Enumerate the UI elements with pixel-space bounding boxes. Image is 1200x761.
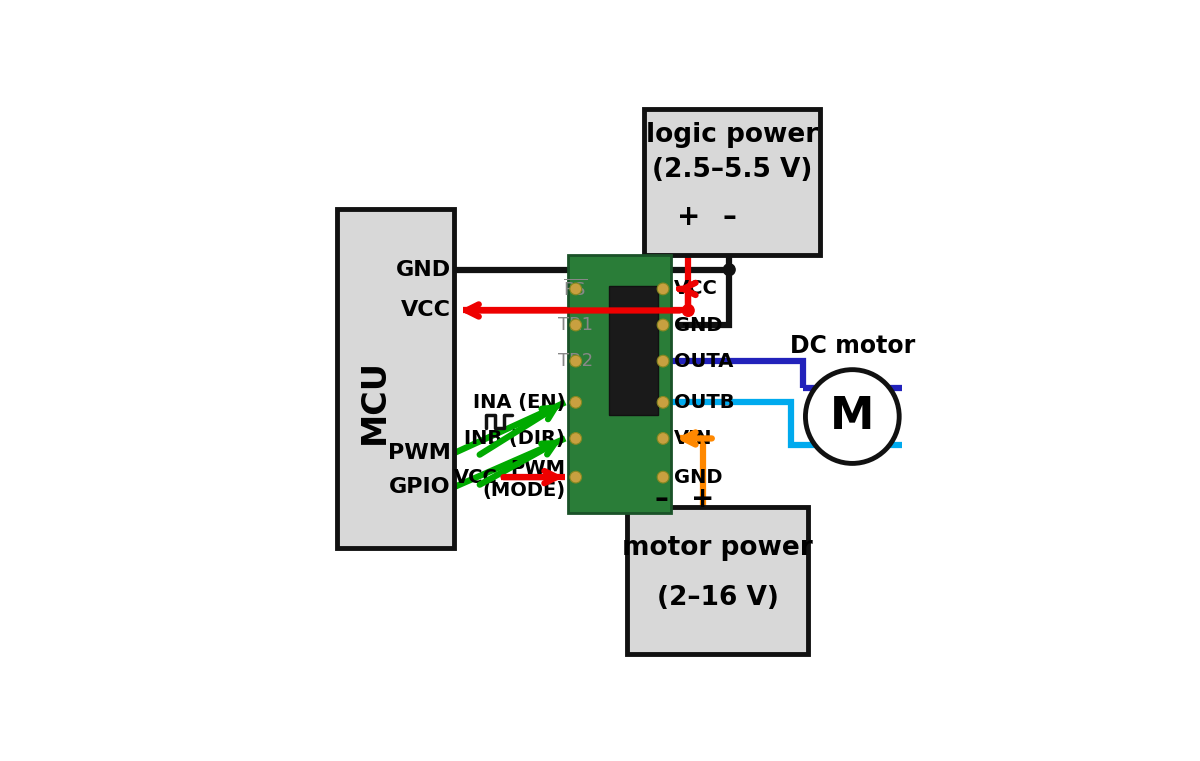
Text: INA (EN): INA (EN)	[473, 393, 565, 412]
Circle shape	[658, 319, 668, 331]
Text: MCU: MCU	[359, 359, 391, 444]
Bar	[610, 286, 659, 416]
Bar	[626, 508, 809, 654]
Text: M: M	[830, 395, 875, 438]
Text: VCC: VCC	[401, 301, 451, 320]
Text: INB (DIR): INB (DIR)	[464, 429, 565, 448]
Text: (MODE): (MODE)	[482, 480, 565, 499]
Circle shape	[570, 396, 582, 408]
Circle shape	[724, 264, 736, 275]
Bar	[644, 109, 820, 256]
Circle shape	[570, 319, 582, 331]
Text: (2–16 V): (2–16 V)	[656, 585, 779, 611]
Text: GND: GND	[673, 316, 722, 335]
Text: GND: GND	[673, 467, 722, 486]
Text: TR2: TR2	[558, 352, 593, 370]
Text: DC motor: DC motor	[790, 334, 914, 358]
Circle shape	[658, 396, 668, 408]
Circle shape	[658, 283, 668, 295]
Circle shape	[658, 471, 668, 483]
Text: motor power: motor power	[622, 536, 812, 562]
Circle shape	[805, 370, 899, 463]
Circle shape	[570, 432, 582, 444]
Text: $\overline{\mathrm{PS}}$: $\overline{\mathrm{PS}}$	[563, 279, 587, 299]
Text: –: –	[722, 203, 737, 231]
Text: +: +	[691, 485, 714, 513]
Text: (2.5–5.5 V): (2.5–5.5 V)	[652, 158, 812, 183]
Text: VCC: VCC	[454, 467, 498, 486]
Bar	[337, 209, 454, 549]
Circle shape	[683, 304, 694, 317]
Text: GND: GND	[396, 260, 451, 280]
Text: VIN: VIN	[673, 429, 712, 448]
Text: OUTA: OUTA	[673, 352, 733, 371]
Text: logic power: logic power	[646, 123, 818, 148]
Text: PWM: PWM	[510, 459, 565, 478]
Text: TR1: TR1	[558, 316, 593, 334]
Bar	[568, 256, 671, 513]
Text: GPIO: GPIO	[389, 477, 451, 497]
Text: +: +	[677, 203, 700, 231]
Circle shape	[570, 355, 582, 367]
Text: OUTB: OUTB	[673, 393, 734, 412]
Text: PWM: PWM	[388, 443, 451, 463]
Circle shape	[570, 283, 582, 295]
Circle shape	[658, 355, 668, 367]
Circle shape	[658, 432, 668, 444]
Text: –: –	[655, 485, 668, 513]
Circle shape	[570, 471, 582, 483]
Text: VCC: VCC	[673, 279, 718, 298]
